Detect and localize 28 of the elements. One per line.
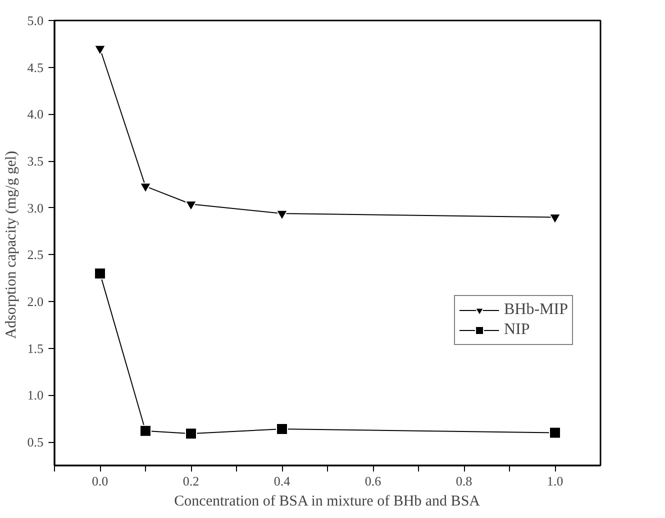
point: [276, 422, 288, 435]
y-tick-label: 4.5: [27, 60, 44, 75]
y-axis-title: Adsorption capacity (mg/g gel): [3, 150, 20, 339]
y-tick-label: 2.0: [27, 294, 44, 310]
y-tick-label: 5.0: [27, 13, 44, 28]
x-tick-label: 0.2: [182, 474, 200, 488]
y-tick-label: 3.5: [27, 154, 44, 169]
point: [94, 44, 106, 56]
legend-label: BHb-MIP: [504, 301, 568, 319]
y-tick-label: 3.0: [27, 200, 44, 216]
x-tick-label: 0.0: [92, 474, 108, 488]
point: [276, 210, 288, 220]
y-tick-label: 0.5: [27, 434, 44, 450]
y-tick-label: 2.5: [27, 247, 44, 262]
point: [140, 424, 152, 437]
x-tick-label: 1.0: [546, 474, 564, 488]
y-tick-label: 1.0: [27, 388, 44, 403]
x-tick-label: 0.4: [274, 474, 291, 488]
x-axis-title: Concentration of BSA in mixture of BHb and BSA: [174, 494, 480, 510]
point: [185, 200, 197, 211]
point: [549, 426, 561, 439]
point: [185, 428, 197, 440]
point: [94, 267, 106, 280]
y-tick-label: 1.5: [27, 340, 44, 356]
legend-label: NIP: [504, 321, 530, 339]
x-tick-label: 0.8: [456, 474, 472, 488]
x-tick-label: 0.6: [364, 474, 382, 488]
y-tick-label: 4.0: [27, 106, 44, 122]
